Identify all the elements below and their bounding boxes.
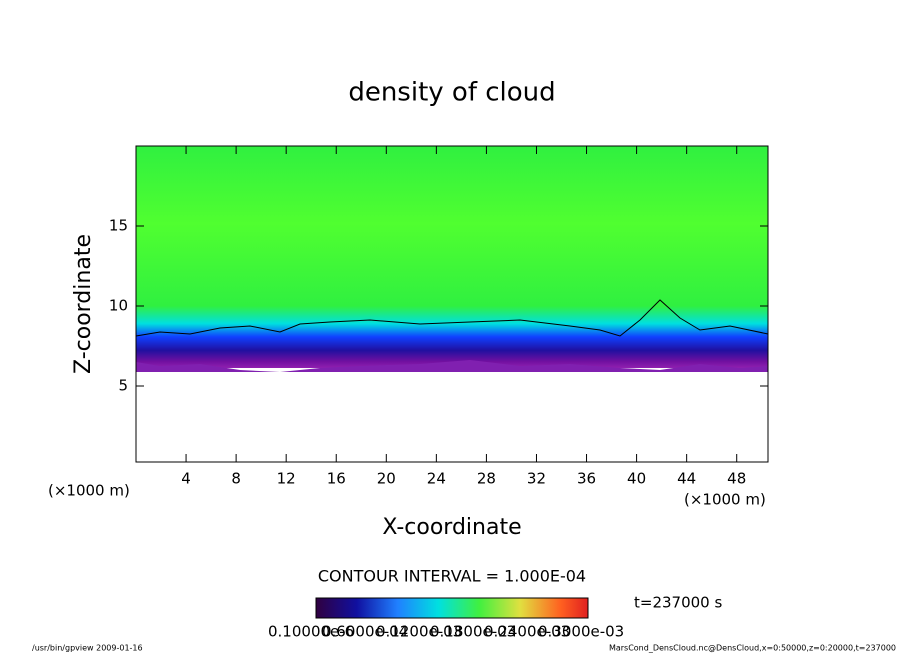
chart-title: density of cloud [348, 78, 555, 108]
field-edge [136, 360, 768, 372]
x-tick-label: 36 [577, 470, 596, 488]
x-tick-label: 44 [677, 470, 696, 488]
x-tick-label: 40 [627, 470, 646, 488]
x-tick-label: 4 [181, 470, 191, 488]
x-tick-label: 12 [277, 470, 296, 488]
x-unit: (×1000 m) [684, 491, 766, 509]
y-tick-label: 15 [109, 217, 128, 235]
field [136, 146, 768, 368]
colorbar-label: 0.10000e-6 [268, 623, 354, 641]
x-tick-label: 8 [231, 470, 241, 488]
x-axis-label: X-coordinate [382, 515, 521, 540]
contour-line [135, 299, 769, 337]
plot-frame [135, 145, 769, 463]
y-tick-label: 5 [118, 377, 128, 395]
contour-interval: CONTOUR INTERVAL = 1.000E-04 [318, 567, 586, 586]
colorbar [315, 597, 589, 619]
y-axis-label: Z-coordinate [71, 234, 96, 374]
x-tick-label: 20 [377, 470, 396, 488]
colorbar-label: 0.1200e-03 [376, 623, 462, 641]
colorbar-label: 0.2400e-03 [484, 623, 570, 641]
footer-right: MarsCond_DensCloud.nc@DensCloud,x=0:5000… [609, 644, 896, 653]
x-tick-label: 32 [527, 470, 546, 488]
x-tick-label: 28 [477, 470, 496, 488]
colorbar-label: 0.1800e-03 [430, 623, 516, 641]
x-tick-label: 16 [327, 470, 346, 488]
x-unit: (×1000 m) [48, 482, 130, 500]
time-label: t=237000 s [634, 594, 722, 612]
colorbar-label: 0.6000e-04 [322, 623, 408, 641]
colorbar-label: 0.3000e-03 [538, 623, 624, 641]
footer-left: /usr/bin/gpview 2009-01-16 [32, 644, 143, 653]
x-tick-label: 48 [727, 470, 746, 488]
x-tick-label: 24 [427, 470, 446, 488]
y-tick-label: 10 [109, 297, 128, 315]
